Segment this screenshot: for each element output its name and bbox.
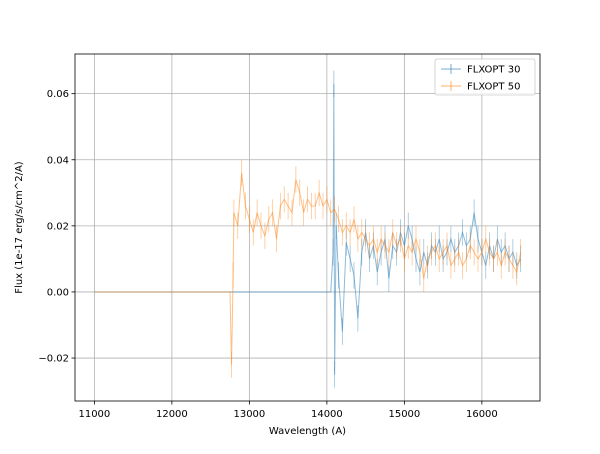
x-tick-label: 12000 (156, 409, 188, 420)
x-axis: 11000 12000 13000 14000 15000 16000 (78, 401, 498, 420)
y-tick-label: 0.06 (47, 89, 69, 100)
x-axis-label: Wavelength (A) (269, 426, 346, 437)
legend-label: FLXOPT 30 (467, 65, 520, 76)
series-1 (94, 70, 522, 388)
series-layer (94, 70, 522, 388)
y-tick-label: −0.02 (38, 354, 69, 365)
series-line (94, 83, 522, 375)
plot-frame (74, 53, 541, 402)
y-axis-label: Flux (1e-17 erg/s/cm^2/A) (14, 161, 25, 293)
y-axis: −0.02 0.00 0.02 0.04 0.06 (38, 89, 75, 365)
x-tick-label: 15000 (388, 409, 420, 420)
series-line (94, 172, 522, 365)
grid (75, 54, 540, 401)
y-tick-label: 0.00 (47, 287, 69, 298)
x-tick-label: 11000 (78, 409, 110, 420)
series-2 (94, 159, 522, 378)
x-tick-label: 14000 (311, 409, 343, 420)
legend-label: FLXOPT 50 (467, 82, 520, 93)
y-tick-label: 0.02 (47, 221, 69, 232)
x-tick-label: 16000 (466, 409, 498, 420)
x-tick-label: 13000 (233, 409, 265, 420)
legend: FLXOPT 30 FLXOPT 50 (434, 58, 536, 96)
y-tick-label: 0.04 (47, 155, 69, 166)
